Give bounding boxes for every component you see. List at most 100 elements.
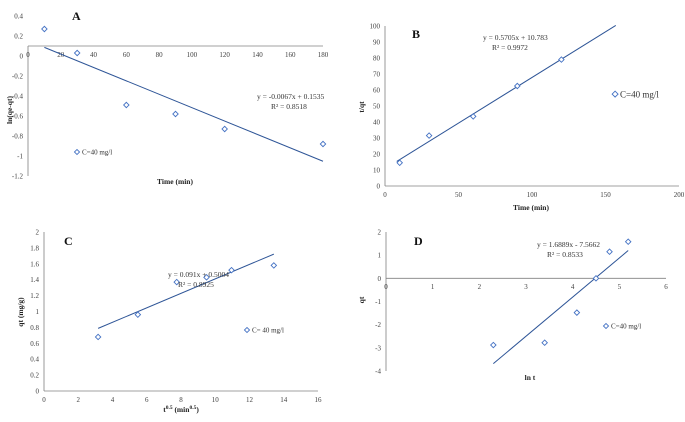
panel-d-ytick-label: -2 <box>375 321 381 329</box>
panel-b-data-point <box>513 82 521 90</box>
panel-c-ytick-label: 0.4 <box>30 356 39 364</box>
panel-c-letter: C <box>64 234 73 248</box>
panel-d-data-point <box>606 248 613 256</box>
panel-a-ytick-label: -1 <box>17 153 23 161</box>
panel-b-ytick-label: 80 <box>373 55 381 63</box>
panel-a-xtick-label: 0 <box>26 51 30 59</box>
panel-d-ytick-label: -1 <box>375 298 381 306</box>
panel-c-xtick-label: 10 <box>212 396 220 404</box>
panel-a-xtick-label: 140 <box>252 51 263 59</box>
panel-a-ytick-label: 0.2 <box>14 33 23 41</box>
panel-d-r2: R² = 0.8533 <box>547 250 583 259</box>
panel-c-legend: C= 40 mg/l <box>243 327 284 335</box>
panel-b-xlabel: Time (min) <box>513 203 549 212</box>
panel-b-xtick-label: 150 <box>600 191 611 199</box>
panel-a-xtick-label: 80 <box>156 51 164 59</box>
panel-b-legend-marker <box>611 90 619 98</box>
panel-c-ytick-label: 1.4 <box>30 276 39 284</box>
panel-c-xtick-label: 12 <box>246 396 254 404</box>
panel-b-ytick-label: 70 <box>373 71 381 79</box>
panel-c-trendline <box>97 253 275 329</box>
panel-c-legend-text: C= 40 mg/l <box>252 327 284 335</box>
panel-a-legend-text: C=40 mg/l <box>82 149 112 157</box>
panel-b-r2: R² = 0.9972 <box>492 43 528 52</box>
panel-a-data-point <box>123 101 130 109</box>
panel-a-ytick-label: -0.2 <box>12 73 24 81</box>
panel-a-r2: R² = 0.8518 <box>271 102 307 111</box>
panel-a-xtick-label: 60 <box>123 51 131 59</box>
panel-c-xtick-label: 14 <box>280 396 288 404</box>
panel-b-ytick-label: 0 <box>377 183 381 191</box>
panel-c-xlabel: t0.5 (min0.5) <box>163 405 199 414</box>
panel-a-equation: y = -0.0067x + 0.1535 <box>257 92 324 101</box>
panel-a-data-point <box>73 49 81 57</box>
panel-d-ytick-label: -3 <box>375 344 381 352</box>
panel-a-xtick-label: 40 <box>90 51 98 59</box>
panel-d-data-point <box>592 275 600 282</box>
panel-b-data-point <box>396 159 404 167</box>
panel-c-r2: R² = 0.8925 <box>178 280 214 289</box>
panel-c-data-point <box>94 333 102 341</box>
panel-a-data-point <box>41 25 48 33</box>
panel-d-letter: D <box>414 234 423 248</box>
panel-d-xtick-label: 3 <box>524 283 528 291</box>
panel-a-legend-marker <box>73 148 81 156</box>
panel-b-trendline <box>396 25 617 162</box>
panel-a-ytick-label: -0.8 <box>12 133 24 141</box>
panel-a-letter: A <box>72 9 81 23</box>
panel-b-xtick-label: 50 <box>455 191 463 199</box>
panel-c-ytick-label: 1.8 <box>30 244 39 252</box>
panel-d-legend: C=40 mg/l <box>602 323 641 331</box>
panel-b-ytick-label: 20 <box>373 151 381 159</box>
panel-d-xtick-label: 1 <box>431 283 435 291</box>
panel-b-xtick-label: 200 <box>674 191 685 199</box>
panel-c-xtick-label: 2 <box>77 396 81 404</box>
panel-a-trendline <box>44 46 324 162</box>
panel-b-data-point <box>558 56 565 63</box>
panel-c-equation: y = 0.091x + 0.5004 <box>168 270 229 279</box>
panel-b-legend: C=40 mg/l <box>611 90 659 100</box>
panel-b-legend-text: C=40 mg/l <box>620 90 659 100</box>
panel-d-data-point <box>624 238 632 246</box>
panel-b-ytick-label: 60 <box>373 87 381 95</box>
panel-a-xtick-label: 100 <box>187 51 198 59</box>
panel-c-ytick-label: 2 <box>36 229 40 237</box>
panel-a-data-point <box>221 125 228 133</box>
panel-c-data-point <box>173 278 181 286</box>
panel-a-legend: C=40 mg/l <box>73 148 112 157</box>
panel-a-data-point <box>172 110 179 118</box>
panel-b-data-point <box>425 132 433 139</box>
panel-d-xtick-label: 0 <box>384 283 388 291</box>
panel-d-trendline <box>493 250 629 365</box>
panel-d-xlabel: ln t <box>525 373 536 382</box>
panel-d-ytick-label: 0 <box>378 275 382 283</box>
panel-c-data-point <box>270 262 278 269</box>
panel-c-ytick-label: 1 <box>36 308 40 316</box>
panel-b-ytick-label: 50 <box>373 103 381 111</box>
panel-b-ytick-label: 100 <box>370 23 381 31</box>
panel-c-ytick-label: 0.8 <box>30 324 39 332</box>
panel-d-xtick-label: 2 <box>478 283 482 291</box>
panel-d-data-point <box>573 309 581 316</box>
panel-a-ytick-label: 0 <box>20 53 24 61</box>
panel-d-ytick-label: 2 <box>378 229 382 237</box>
panel-a-xtick-label: 160 <box>285 51 296 59</box>
panel-d-ytick-label: -4 <box>375 368 381 376</box>
panel-c-ytick-label: 0.2 <box>30 372 39 380</box>
panel-c-ylabel: qt (mg/g) <box>16 297 25 327</box>
panel-d-equation: y = 1.6889x - 7.5662 <box>537 240 600 249</box>
panel-b-data-point <box>469 113 477 120</box>
panel-b-ylabel: t/qt <box>357 101 366 113</box>
panel-d-xtick-label: 6 <box>664 283 668 291</box>
panel-b-xtick-label: 100 <box>527 191 538 199</box>
panel-a-data-point <box>319 140 327 148</box>
panel-b-letter: B <box>412 27 420 41</box>
panel-b-ytick-label: 90 <box>373 39 381 47</box>
panel-d-xtick-label: 4 <box>571 283 575 291</box>
panel-c-ytick-label: 1.2 <box>30 292 39 300</box>
panel-d-data-point <box>541 339 548 347</box>
panel-a-ytick-label: -0.6 <box>12 113 24 121</box>
